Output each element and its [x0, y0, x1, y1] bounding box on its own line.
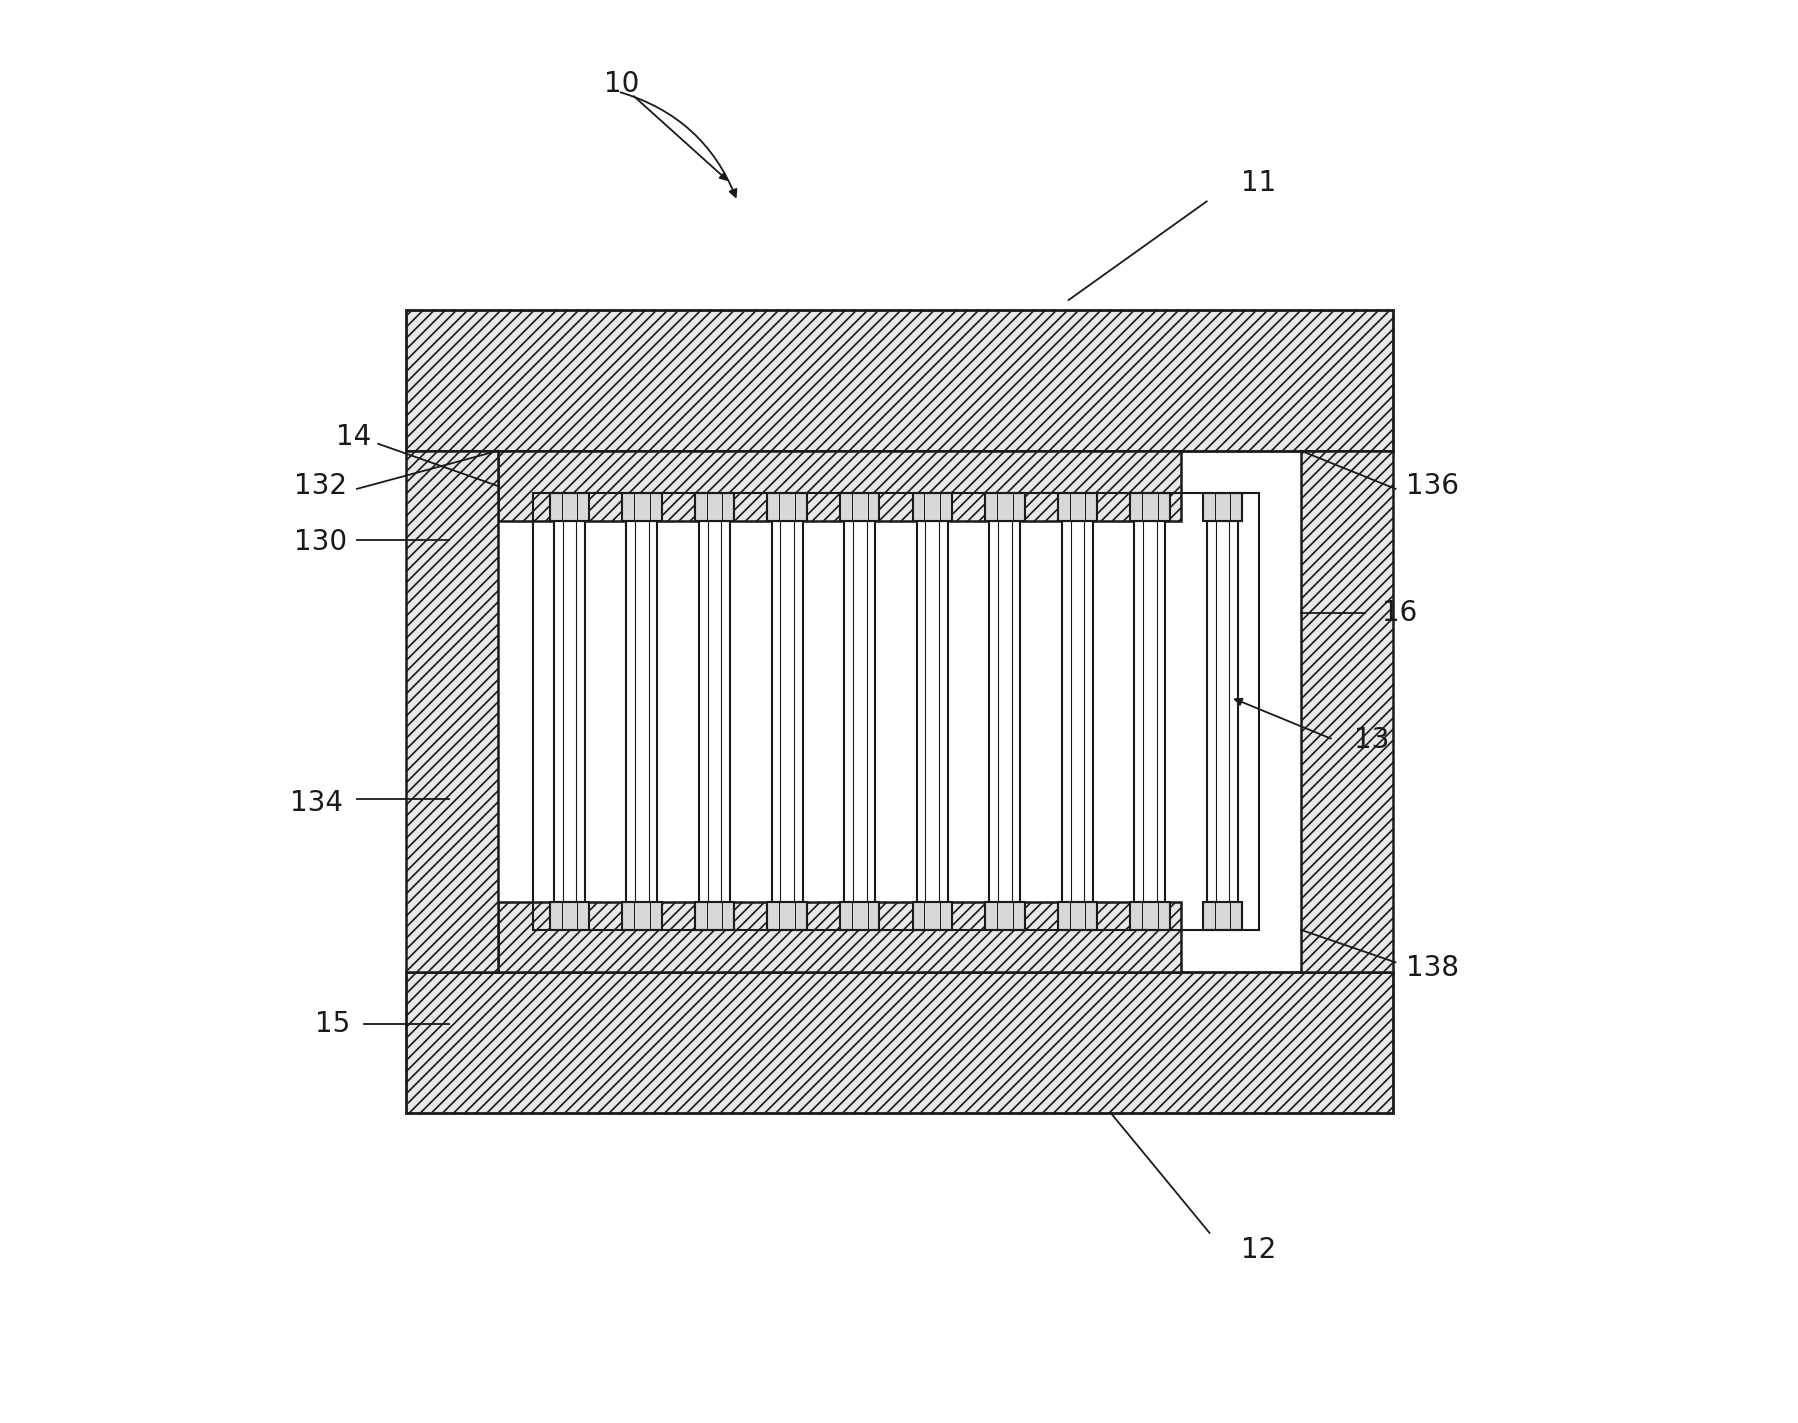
Bar — [1129, 494, 1169, 521]
Text: 10: 10 — [604, 71, 638, 98]
Bar — [912, 494, 951, 521]
Bar — [840, 902, 879, 929]
Bar — [917, 521, 948, 902]
Text: 13: 13 — [1354, 726, 1388, 754]
Text: 12: 12 — [1241, 1235, 1277, 1264]
Text: 16: 16 — [1381, 599, 1417, 628]
Text: 138: 138 — [1404, 953, 1458, 982]
Bar — [1206, 521, 1237, 902]
Bar — [768, 494, 806, 521]
Text: 134: 134 — [289, 790, 343, 817]
Text: 132: 132 — [293, 472, 347, 499]
Bar — [498, 902, 1181, 972]
Bar — [1203, 902, 1242, 929]
Bar — [550, 902, 588, 929]
Bar — [1057, 494, 1097, 521]
Bar — [1135, 521, 1165, 902]
Bar — [1057, 902, 1097, 929]
Bar — [699, 521, 730, 902]
Bar — [532, 521, 1259, 902]
Bar — [1203, 494, 1242, 521]
Text: 136: 136 — [1404, 472, 1458, 499]
Bar — [912, 902, 951, 929]
Bar — [498, 451, 1181, 521]
Bar — [626, 521, 656, 902]
Bar — [1129, 902, 1169, 929]
Text: 14: 14 — [336, 423, 370, 451]
Bar — [771, 521, 802, 902]
Bar — [694, 494, 734, 521]
Bar — [840, 494, 879, 521]
Bar — [1061, 521, 1093, 902]
Bar — [768, 902, 806, 929]
Bar — [622, 902, 662, 929]
Bar — [532, 494, 1259, 929]
Bar — [989, 521, 1019, 902]
Bar — [622, 494, 662, 521]
Bar — [554, 521, 584, 902]
Text: 130: 130 — [293, 528, 347, 556]
Bar — [406, 310, 1392, 451]
Bar — [406, 972, 1392, 1113]
Bar — [843, 521, 874, 902]
Bar — [550, 494, 588, 521]
Bar — [985, 494, 1025, 521]
Bar — [1300, 451, 1392, 972]
Text: 15: 15 — [315, 1010, 351, 1039]
Text: 11: 11 — [1241, 169, 1277, 196]
Bar — [985, 902, 1025, 929]
Bar — [406, 451, 498, 972]
Bar — [694, 902, 734, 929]
